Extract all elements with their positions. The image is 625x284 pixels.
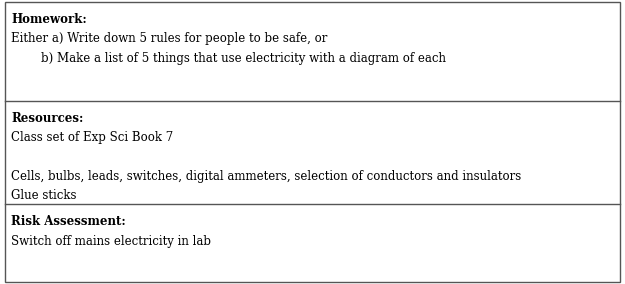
Text: b) Make a list of 5 things that use electricity with a diagram of each: b) Make a list of 5 things that use elec… [11,52,446,65]
Text: Risk Assessment:: Risk Assessment: [11,215,126,228]
Text: Resources:: Resources: [11,112,84,125]
Text: Homework:: Homework: [11,13,87,26]
Text: Either a) Write down 5 rules for people to be safe, or: Either a) Write down 5 rules for people … [11,32,328,45]
Text: Cells, bulbs, leads, switches, digital ammeters, selection of conductors and ins: Cells, bulbs, leads, switches, digital a… [11,170,521,183]
Text: Glue sticks: Glue sticks [11,189,77,202]
Text: Class set of Exp Sci Book 7: Class set of Exp Sci Book 7 [11,131,174,144]
Text: Switch off mains electricity in lab: Switch off mains electricity in lab [11,235,211,248]
